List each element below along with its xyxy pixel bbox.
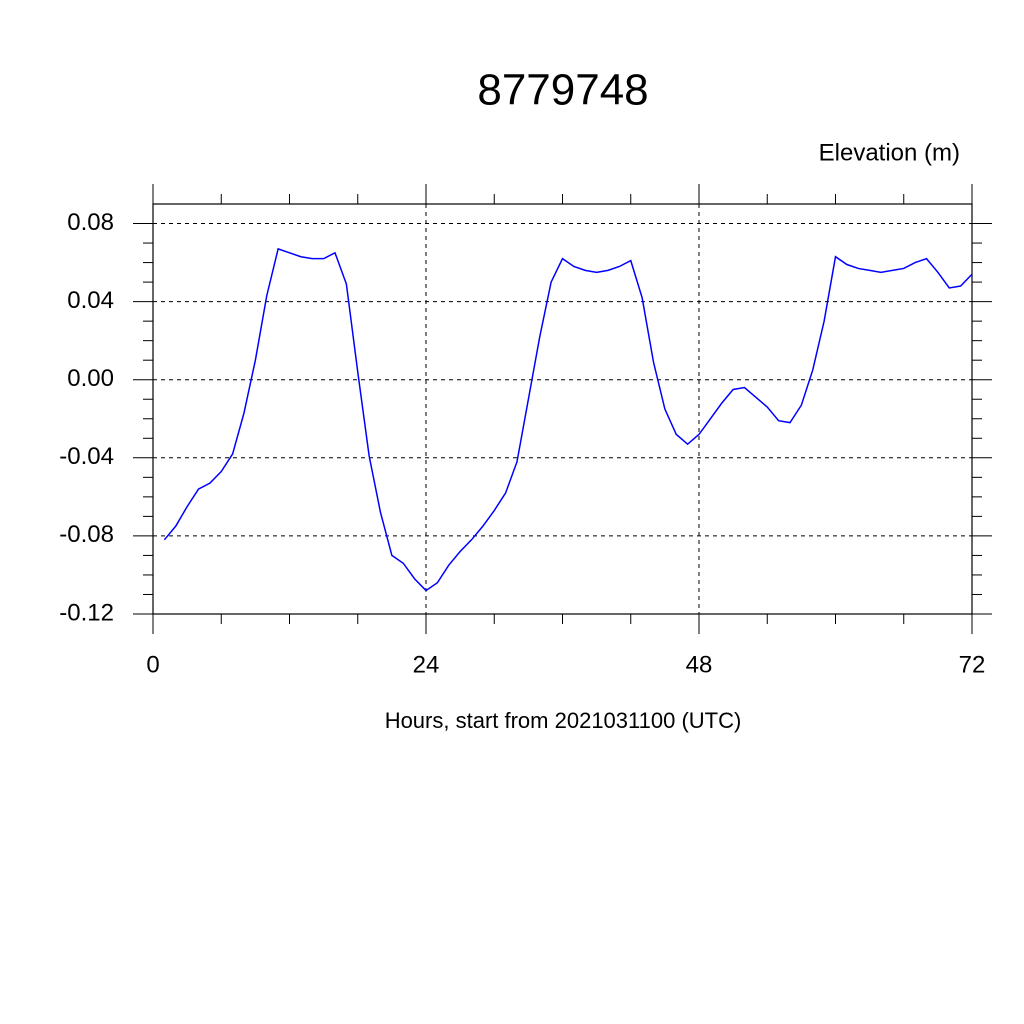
data-line xyxy=(163,247,973,592)
y-tick-label: -0.04 xyxy=(59,443,114,470)
x-tick-label: 0 xyxy=(146,651,159,678)
x-tick-label: 24 xyxy=(413,651,440,678)
y-tick-label: -0.08 xyxy=(59,521,114,548)
chart-title: 8779748 xyxy=(477,66,648,115)
y-axis-title: Elevation (m) xyxy=(819,139,960,166)
y-tick-label: 0.00 xyxy=(67,365,114,392)
x-axis-title: Hours, start from 2021031100 (UTC) xyxy=(385,708,742,733)
x-tick-label: 72 xyxy=(959,651,986,678)
y-tick-label: 0.08 xyxy=(67,209,114,236)
y-tick-label: 0.04 xyxy=(67,287,114,314)
x-tick-label: 48 xyxy=(686,651,713,678)
y-tick-label: -0.12 xyxy=(59,599,114,626)
